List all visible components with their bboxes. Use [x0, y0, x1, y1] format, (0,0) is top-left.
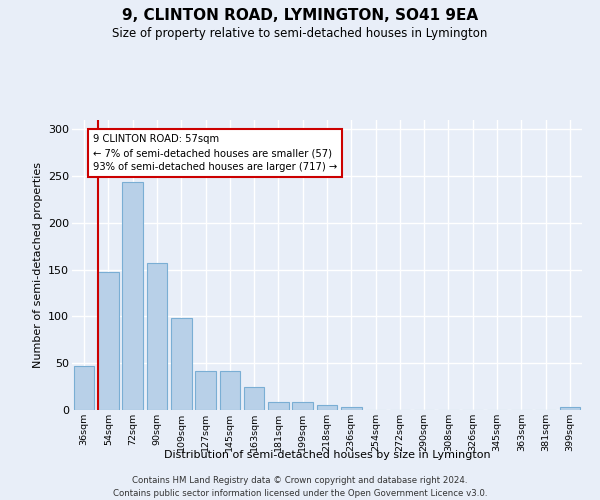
Bar — [195, 370, 216, 410]
Bar — [146, 263, 167, 410]
Bar — [560, 407, 580, 410]
Bar — [98, 272, 119, 410]
Text: 9, CLINTON ROAD, LYMINGTON, SO41 9EA: 9, CLINTON ROAD, LYMINGTON, SO41 9EA — [122, 8, 478, 22]
Bar — [171, 318, 191, 410]
Text: Distribution of semi-detached houses by size in Lymington: Distribution of semi-detached houses by … — [164, 450, 490, 460]
Y-axis label: Number of semi-detached properties: Number of semi-detached properties — [32, 162, 43, 368]
Text: Contains HM Land Registry data © Crown copyright and database right 2024.
Contai: Contains HM Land Registry data © Crown c… — [113, 476, 487, 498]
Bar — [317, 406, 337, 410]
Bar — [268, 402, 289, 410]
Bar — [220, 370, 240, 410]
Bar — [292, 402, 313, 410]
Bar — [341, 407, 362, 410]
Bar — [244, 386, 265, 410]
Bar — [122, 182, 143, 410]
Text: 9 CLINTON ROAD: 57sqm
← 7% of semi-detached houses are smaller (57)
93% of semi-: 9 CLINTON ROAD: 57sqm ← 7% of semi-detac… — [92, 134, 337, 172]
Bar — [74, 366, 94, 410]
Text: Size of property relative to semi-detached houses in Lymington: Size of property relative to semi-detach… — [112, 28, 488, 40]
